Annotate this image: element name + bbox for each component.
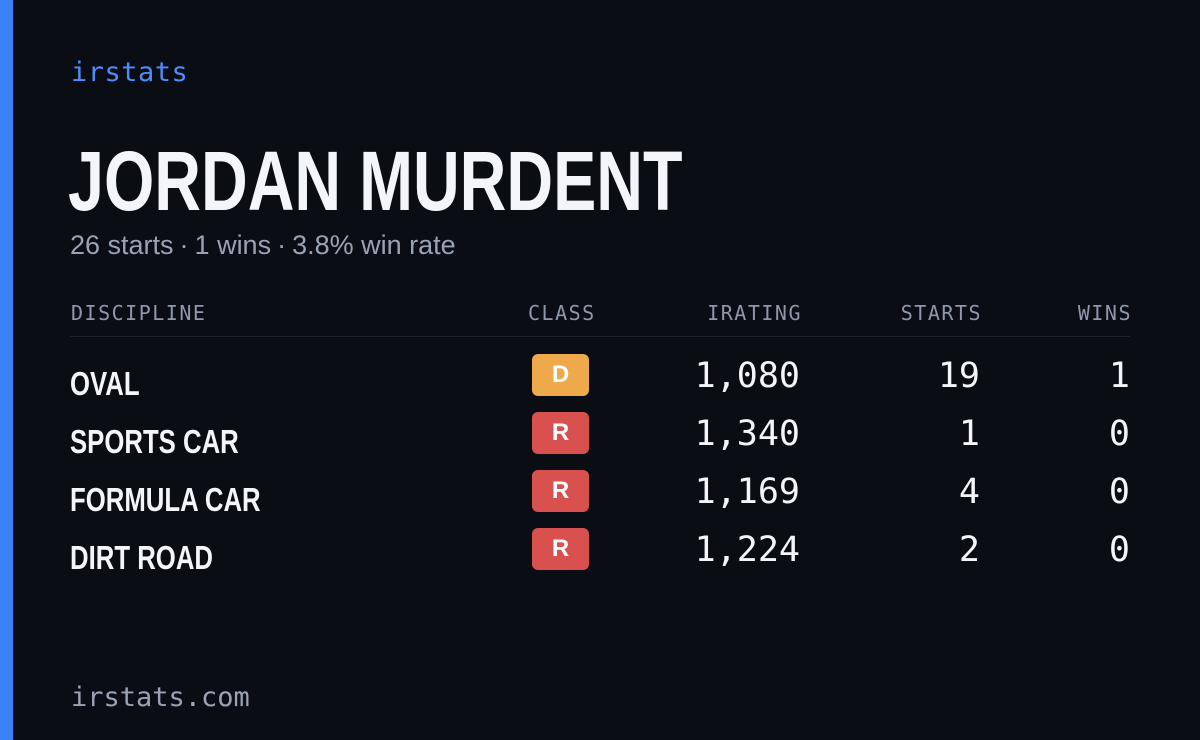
starts-value: 1 bbox=[958, 414, 980, 454]
brand-logo: irstats bbox=[71, 57, 189, 88]
discipline-name: FORMULA CAR bbox=[70, 481, 261, 518]
discipline-name: SPORTS CAR bbox=[70, 423, 239, 460]
wins-value: 0 bbox=[1108, 414, 1130, 454]
summary-separator: · bbox=[179, 230, 189, 260]
table-row: FORMULA CAR R 1,169 4 0 bbox=[0, 470, 1200, 528]
class-badge: D bbox=[532, 354, 589, 396]
table-row: OVAL D 1,080 19 1 bbox=[0, 354, 1200, 412]
starts-value: 19 bbox=[937, 356, 980, 396]
header-divider bbox=[70, 336, 1130, 337]
summary-separator: · bbox=[277, 230, 287, 260]
driver-summary: 26 starts · 1 wins · 3.8% win rate bbox=[70, 228, 456, 262]
starts-value: 4 bbox=[958, 472, 980, 512]
wins-value: 1 bbox=[1108, 356, 1130, 396]
irating-value: 1,224 bbox=[694, 530, 800, 570]
wins-summary: 1 wins bbox=[194, 230, 272, 260]
irating-value: 1,080 bbox=[694, 356, 800, 396]
starts-value: 2 bbox=[958, 530, 980, 570]
class-badge: R bbox=[532, 528, 589, 570]
column-header-irating: IRATING bbox=[707, 301, 802, 325]
column-header-starts: STARTS bbox=[900, 301, 982, 325]
accent-bar bbox=[0, 0, 13, 740]
class-badge: R bbox=[532, 470, 589, 512]
discipline-name: DIRT ROAD bbox=[70, 539, 213, 576]
column-header-wins: WINS bbox=[1077, 301, 1132, 325]
wins-value: 0 bbox=[1108, 472, 1130, 512]
irating-value: 1,340 bbox=[694, 414, 800, 454]
table-row: SPORTS CAR R 1,340 1 0 bbox=[0, 412, 1200, 470]
discipline-name: OVAL bbox=[70, 365, 140, 402]
starts-summary: 26 starts bbox=[70, 230, 174, 260]
column-header-discipline: DISCIPLINE bbox=[71, 301, 207, 325]
page-title: JORDAN MURDENT bbox=[68, 134, 683, 228]
column-header-class: CLASS bbox=[528, 301, 596, 325]
wins-value: 0 bbox=[1108, 530, 1130, 570]
class-badge: R bbox=[532, 412, 589, 454]
table-row: DIRT ROAD R 1,224 2 0 bbox=[0, 528, 1200, 586]
footer-url: irstats.com bbox=[71, 682, 250, 713]
win-rate-summary: 3.8% win rate bbox=[292, 230, 456, 260]
irating-value: 1,169 bbox=[694, 472, 800, 512]
